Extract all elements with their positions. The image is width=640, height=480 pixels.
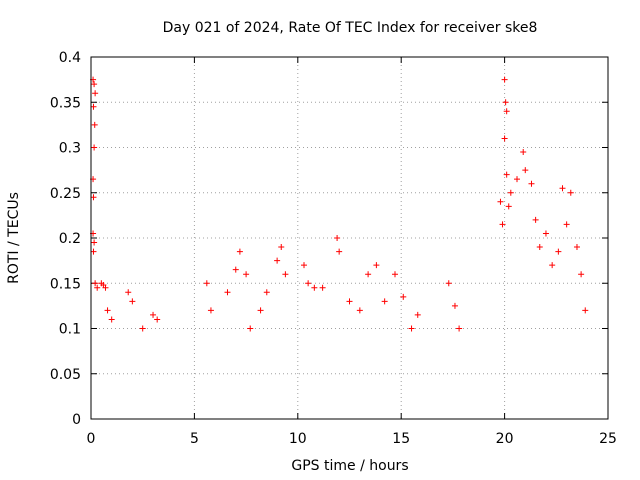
data-point (532, 216, 539, 223)
y-tick-label: 0.3 (59, 141, 81, 157)
data-point (243, 271, 250, 278)
y-tick-label: 0.15 (50, 276, 81, 292)
data-point (203, 280, 210, 287)
data-point (391, 271, 398, 278)
data-point (334, 235, 341, 241)
data-point (536, 244, 543, 251)
data-point (514, 176, 521, 183)
data-point (150, 311, 157, 318)
data-point (224, 289, 231, 296)
data-point (502, 99, 509, 106)
data-point (257, 307, 264, 314)
data-point (311, 284, 318, 291)
data-point (108, 316, 115, 323)
data-point (319, 284, 326, 291)
x-axis-label: GPS time / hours (291, 458, 408, 474)
y-tick-label: 0.2 (59, 231, 81, 247)
axis-ticks: 0 5 10 15 20 25 0 0.05 0.1 0.15 0.2 0.25 0.3 0.35 0.4 (50, 50, 617, 447)
data-point (445, 280, 452, 287)
data-point (274, 257, 281, 264)
data-point (92, 280, 99, 287)
data-point (263, 289, 270, 296)
plot-frame (90, 56, 609, 420)
data-point (301, 262, 308, 269)
y-tick-label: 0.35 (50, 95, 81, 111)
data-point (555, 248, 562, 255)
data-point (278, 244, 285, 251)
data-point (356, 307, 363, 314)
data-point (414, 311, 421, 318)
data-point (499, 221, 506, 228)
y-tick-label: 0.25 (50, 186, 81, 202)
data-point (91, 144, 98, 151)
y-tick-label: 0.05 (50, 367, 81, 383)
data-point (408, 325, 415, 332)
x-tick-label: 5 (190, 431, 199, 447)
data-point (573, 244, 580, 251)
data-point (520, 149, 527, 156)
x-tick-label: 0 (87, 431, 96, 447)
data-point (236, 248, 243, 255)
data-point (92, 90, 99, 97)
y-tick-label: 0.1 (59, 322, 81, 338)
data-points (90, 76, 589, 332)
data-point (400, 293, 407, 300)
y-tick-label: 0.4 (59, 50, 81, 66)
data-point (503, 108, 510, 115)
data-point (451, 302, 458, 309)
data-point (563, 221, 570, 228)
data-point (102, 284, 109, 291)
data-point (373, 262, 380, 269)
data-point (305, 280, 312, 287)
x-tick-label: 15 (392, 431, 410, 447)
data-point (501, 76, 508, 83)
data-point (559, 185, 566, 192)
data-point (91, 121, 98, 128)
data-point (528, 180, 535, 187)
y-tick-label: 0 (72, 412, 81, 428)
data-point (497, 198, 504, 205)
data-point (125, 289, 132, 296)
data-point (501, 135, 508, 142)
data-point (578, 271, 585, 278)
data-point (104, 307, 111, 314)
grid-lines (91, 57, 608, 419)
data-point (567, 189, 574, 196)
data-point (207, 307, 214, 314)
chart-title: Day 021 of 2024, Rate Of TEC Index for r… (163, 20, 538, 36)
data-point (381, 298, 388, 305)
data-point (365, 271, 372, 278)
data-point (582, 307, 589, 314)
x-tick-label: 10 (289, 431, 307, 447)
data-point (154, 316, 161, 323)
data-point (129, 298, 136, 305)
data-point (91, 239, 98, 246)
data-point (282, 271, 289, 278)
data-point (549, 262, 556, 269)
data-point (94, 284, 101, 291)
data-point (542, 230, 549, 237)
data-point (91, 81, 98, 88)
data-point (505, 203, 512, 210)
data-point (247, 325, 254, 332)
y-axis-label: ROTI / TECUs (6, 192, 22, 284)
data-point (456, 325, 463, 332)
data-point (346, 298, 353, 305)
data-point (139, 325, 146, 332)
data-point (336, 248, 343, 255)
data-point (503, 171, 510, 178)
x-tick-label: 25 (599, 431, 617, 447)
data-point (232, 266, 239, 273)
x-tick-label: 20 (496, 431, 514, 447)
data-point (522, 167, 529, 174)
data-point (507, 189, 514, 196)
